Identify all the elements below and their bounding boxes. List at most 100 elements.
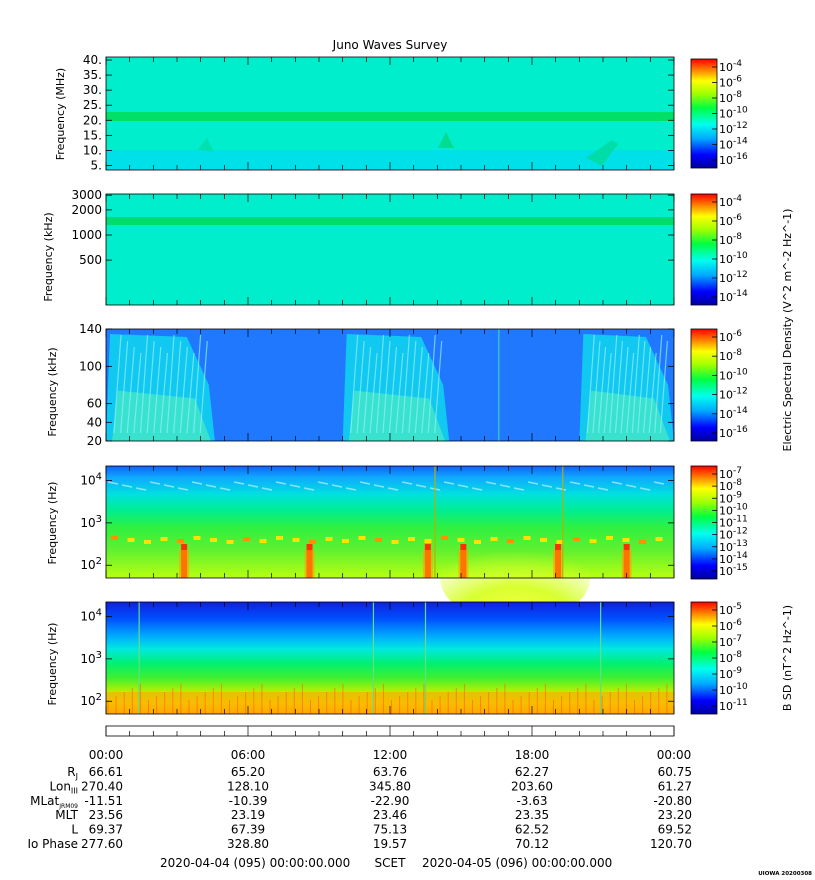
hfr-high-panel: 5.10.15.20.25.30.35.40. — [83, 53, 675, 172]
ephem-value: 328.80 — [227, 837, 269, 851]
dashed-band — [471, 487, 483, 491]
ephem-value: 277.60 — [81, 837, 123, 851]
ephem-value: 270.40 — [81, 779, 123, 793]
ephem-value: 23.35 — [515, 808, 549, 822]
footer-start-time: 2020-04-04 (095) 00:00:00.000 — [160, 856, 350, 870]
ephem-row-label: RJ — [67, 765, 78, 781]
panel-4-emission — [107, 466, 665, 578]
y-axis-label-4: Frequency (Hz) — [46, 482, 59, 565]
emission-streak — [631, 334, 640, 434]
dashed-band — [247, 484, 259, 488]
colorbar-tick-label: 10-6 — [719, 213, 742, 228]
tone-segment — [639, 540, 646, 544]
ephem-value: 23.46 — [373, 808, 407, 822]
tone-segment — [441, 536, 448, 540]
emission-streak — [159, 352, 169, 434]
emission-streak — [120, 340, 129, 434]
ephem-value: 23.56 — [89, 808, 123, 822]
y-tick-label: 500 — [79, 253, 102, 267]
spike-halo — [553, 550, 564, 578]
tone-segment — [342, 539, 349, 543]
y-tick-label: 5. — [91, 158, 102, 172]
ephem-value: 19.57 — [373, 837, 407, 851]
colorbar-tick-label: 10-10 — [719, 682, 748, 697]
spike-halo — [458, 550, 469, 578]
y-tick-label: 40. — [83, 53, 102, 67]
emission-streak — [193, 334, 202, 434]
dashed-band — [387, 487, 399, 491]
colorbar-tick-label: 10-10 — [719, 106, 748, 121]
y-tick-label: 15. — [83, 128, 102, 142]
colorbar-tick-label: 10-4 — [719, 194, 742, 209]
ephem-value: 128.10 — [227, 779, 269, 793]
dashed-band — [163, 484, 175, 488]
emission-streak — [614, 340, 624, 434]
ephem-value: 67.39 — [231, 823, 265, 837]
colorbars: 10-410-610-810-1010-1210-1410-1610-410-6… — [690, 58, 748, 715]
y-tick-label: 104 — [80, 472, 102, 488]
emission-streak — [427, 334, 436, 434]
ephem-row-label: MLT — [55, 808, 78, 822]
dashed-band — [135, 487, 147, 491]
ephem-value: 66.61 — [89, 765, 123, 779]
colorbar-3 — [690, 328, 718, 442]
y-tick-label: 25. — [83, 98, 102, 112]
emission-streak — [620, 346, 629, 434]
colorbar-tick-label: 10-6 — [719, 75, 742, 90]
dashed-band — [541, 484, 553, 488]
tone-segment — [243, 537, 250, 541]
spike-halo — [621, 550, 632, 578]
panel-2-background — [106, 194, 674, 305]
y-tick-label: 40 — [87, 415, 102, 429]
tone-segment — [589, 539, 597, 543]
tone-segment — [309, 540, 316, 544]
emission-streak — [362, 346, 372, 434]
tone-segment — [457, 538, 465, 542]
y-tick-label: 1000 — [71, 228, 102, 242]
ephem-value: 63.76 — [373, 765, 407, 779]
spike-halo — [304, 550, 315, 578]
emission-streak — [133, 352, 142, 434]
emission-streak — [186, 352, 195, 434]
tone-segment — [507, 539, 514, 543]
tone-segment — [259, 539, 267, 543]
ephem-row-label: Io Phase — [27, 837, 78, 851]
dashed-band — [611, 481, 623, 485]
colorbar-tick-label: 10-8 — [719, 650, 742, 665]
tone-segment — [144, 540, 151, 544]
dashed-band — [331, 484, 343, 488]
emission-streak — [382, 340, 391, 434]
tone-segment — [655, 537, 663, 541]
time-axis — [105, 725, 675, 737]
emission-streak — [146, 340, 155, 434]
tone-segment — [573, 537, 580, 541]
y-tick-label: 103 — [80, 514, 102, 530]
emission-streak — [597, 346, 607, 434]
dashed-band — [513, 487, 525, 491]
colorbar-tick-label: 10-4 — [719, 59, 742, 74]
panel-1-burst — [438, 132, 454, 148]
tone-segment — [177, 539, 184, 543]
emission-streak — [179, 346, 188, 434]
dashed-band — [317, 481, 329, 485]
tone-segment — [408, 537, 415, 541]
ephem-value: 61.27 — [658, 779, 692, 793]
ephem-value: -20.80 — [653, 794, 692, 808]
tone-segment — [540, 538, 547, 542]
dashed-band — [485, 481, 497, 485]
emission-streak — [401, 334, 410, 434]
dashed-band — [443, 481, 455, 485]
y-tick-label: 102 — [80, 692, 102, 708]
emission-streak — [626, 352, 635, 434]
tone-segment — [127, 538, 135, 542]
colorbar-tick-label: 10-8 — [719, 90, 742, 105]
dashed-band — [219, 487, 231, 491]
y-tick-label: 102 — [80, 556, 102, 572]
spike-halo — [179, 550, 190, 578]
ephem-value: 120.70 — [650, 837, 692, 851]
ephem-value: 345.80 — [369, 779, 411, 793]
colorbar-tick-label: 10-7 — [719, 634, 742, 649]
colorbar-tick-label: 10-15 — [719, 563, 748, 578]
emission-streak — [199, 340, 208, 434]
